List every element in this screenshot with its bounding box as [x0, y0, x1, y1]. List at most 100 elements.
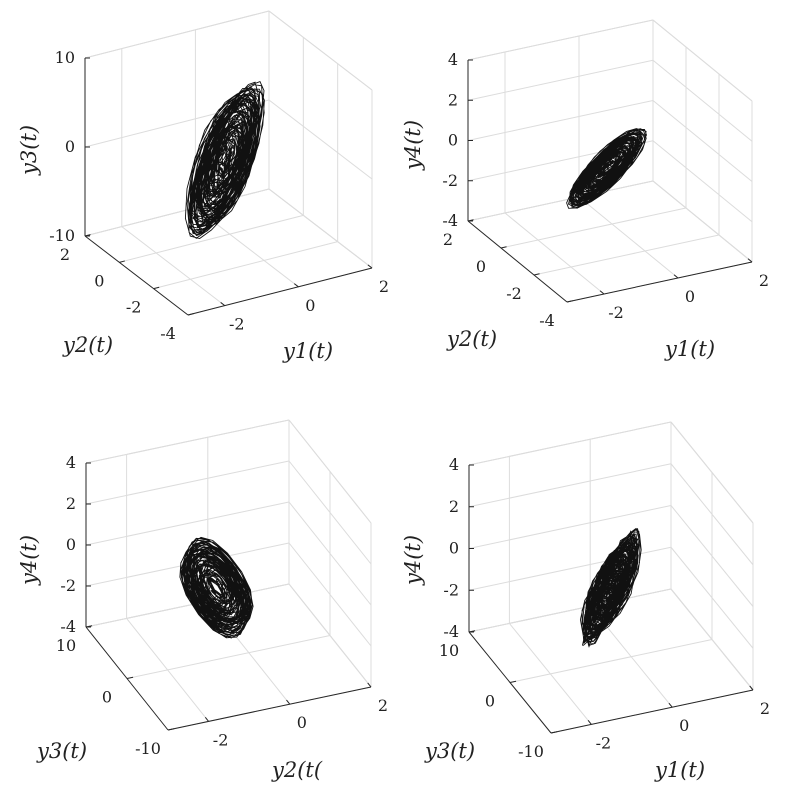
gridline-z [467, 100, 654, 141]
trajectory-line [579, 527, 642, 648]
y-tick-label: 0 [94, 271, 104, 290]
x-tick-label: 2 [760, 699, 770, 718]
z-tick-label: -4 [60, 617, 76, 636]
x-tick-label: -2 [229, 315, 245, 334]
x-tick [668, 702, 673, 708]
y-tick-label: 10 [56, 636, 76, 655]
y-tick [468, 630, 476, 633]
x-tick [293, 283, 299, 288]
y-tick [500, 246, 507, 249]
gridline-y [153, 241, 338, 290]
gridline-y [119, 214, 304, 263]
gridline-z [670, 463, 754, 566]
y-axis-label: y3(t) [424, 739, 475, 763]
x-axis-label: y1(t) [282, 339, 333, 363]
gridline-z [652, 140, 753, 223]
x-tick-label: 0 [679, 716, 689, 735]
y-tick [509, 680, 517, 683]
gridline-z [468, 588, 672, 633]
gridline-z [268, 99, 373, 180]
trajectory-line [179, 536, 254, 639]
z-axis-label: y3(t) [17, 125, 41, 176]
gridline-z [468, 421, 672, 466]
x-tick-label: -2 [608, 303, 624, 322]
z-tick-label: 4 [449, 455, 459, 474]
x-tick-label: 0 [305, 296, 315, 315]
gridline-z [85, 419, 290, 464]
y-tick [119, 260, 125, 263]
gridline-z [85, 583, 290, 628]
gridline-z [652, 19, 753, 102]
x-axis [550, 689, 754, 734]
y-axis [467, 220, 568, 303]
x-tick [673, 274, 679, 279]
trajectory-line [184, 81, 265, 239]
trajectory-line [566, 128, 647, 209]
y-tick [467, 219, 474, 222]
z-tick-label: 4 [66, 453, 76, 472]
x-tick-label: -2 [213, 730, 229, 749]
gridline-z [670, 588, 754, 691]
gridline-y [509, 639, 713, 683]
x-axis-label: y2(t( [271, 758, 323, 782]
z-tick-label: 0 [449, 539, 459, 558]
gridline-z [288, 542, 372, 647]
y-axis [84, 235, 189, 316]
x-tick [367, 264, 373, 269]
subplot-4: 4 2 0 -2 -410 0 -10 -2 0 2 y4(t) y3(t) y1(t) [401, 421, 770, 782]
x-tick [286, 699, 291, 705]
z-tick-label: -2 [442, 171, 458, 190]
gridline-z [288, 419, 372, 524]
x-tick [220, 302, 226, 306]
y-tick-label: 2 [443, 230, 453, 249]
gridline-z [268, 188, 373, 269]
y-tick-label: 0 [476, 257, 486, 276]
z-axis-label: y4(t) [17, 535, 41, 586]
x-tick-label: 2 [759, 271, 769, 290]
x-axis [187, 267, 373, 316]
gridline-z [84, 188, 270, 237]
y-tick-label: -2 [126, 298, 142, 317]
z-tick-label: -2 [60, 576, 76, 595]
y-axis-label: y2(t) [446, 327, 497, 351]
gridline-x [121, 226, 226, 306]
x-axis-label: y1(t) [664, 337, 715, 361]
y-tick [126, 676, 134, 679]
x-tick [587, 720, 592, 725]
y-axis-label: y3(t) [36, 739, 87, 763]
x-tick-label: 2 [378, 696, 388, 715]
gridline-x [578, 196, 679, 279]
z-tick-label: -2 [443, 580, 459, 599]
y-tick-label: 2 [60, 245, 70, 264]
y-axis-label: y2(t) [62, 333, 113, 357]
gridline-z [652, 59, 753, 142]
y-tick-label: 0 [102, 688, 112, 707]
y-tick [85, 625, 93, 628]
x-tick [367, 682, 372, 688]
gridline-z [652, 100, 753, 182]
gridline-y [500, 207, 687, 249]
gridline-y [126, 635, 331, 679]
subplot-3: 4 2 0 -2 -410 0 -10 -2 0 2 y4(t) y3(t) y2(t( [17, 419, 388, 782]
x-tick-label: 2 [379, 277, 389, 296]
x-tick [747, 258, 753, 263]
gridline-z [84, 10, 270, 59]
gridline-z [268, 10, 373, 91]
y-tick [167, 728, 175, 731]
z-tick-label: 2 [448, 90, 458, 109]
y-tick [84, 234, 91, 237]
x-tick [599, 290, 605, 295]
x-tick [204, 716, 209, 722]
y-tick-label: 0 [485, 692, 495, 711]
gridline-z [670, 546, 754, 649]
z-tick-label: 0 [448, 131, 458, 150]
gridline-z [288, 460, 372, 565]
z-axis-label: y4(t) [401, 120, 425, 171]
x-tick-label: 0 [685, 287, 695, 306]
z-tick-label: 2 [449, 497, 459, 516]
y-tick-label: -10 [135, 739, 161, 758]
gridline-z [652, 180, 753, 263]
gridline-z [468, 505, 672, 549]
